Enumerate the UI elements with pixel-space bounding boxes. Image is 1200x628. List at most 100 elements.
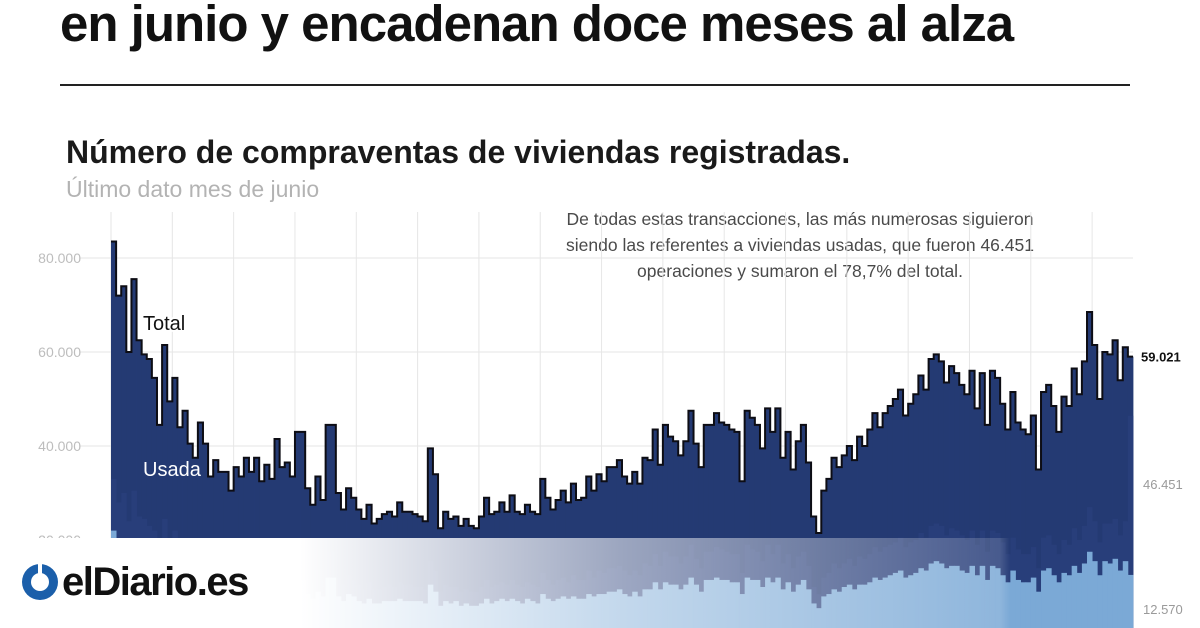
total-bar [877, 427, 884, 628]
total-bar [974, 408, 981, 628]
total-bar [177, 427, 183, 628]
total-bar [274, 438, 281, 628]
total-bar [729, 429, 735, 628]
total-bar [954, 373, 960, 628]
total-bar [913, 394, 919, 628]
total-bar [862, 446, 868, 628]
total-outline [111, 240, 1133, 534]
total-bar [887, 406, 894, 628]
y-tick-label: 60.000 [38, 344, 81, 360]
total-bar [1000, 403, 1006, 628]
total-bar [1076, 394, 1083, 628]
total-bar [1102, 352, 1108, 628]
total-bar [182, 410, 189, 628]
total-bar [187, 443, 194, 628]
total-bar [923, 389, 929, 628]
total-bar [846, 446, 853, 628]
chart-title: Número de compraventas de viviendas regi… [66, 134, 851, 170]
end-value-usada: 46.451 [1143, 477, 1183, 492]
series-label-usada: Usada [143, 459, 202, 481]
total-bar [688, 410, 694, 628]
usada-bar [1127, 415, 1134, 628]
total-bar [765, 408, 771, 628]
total-bar [146, 359, 153, 628]
total-bar [959, 384, 965, 628]
total-bar [156, 424, 163, 628]
total-bar [131, 279, 137, 628]
total-bar [724, 424, 730, 628]
total-bar [708, 424, 715, 628]
total-bar [162, 344, 168, 628]
total-bar [918, 375, 924, 628]
total-bar [903, 415, 909, 628]
total-bar [111, 241, 117, 628]
total-bar [1061, 396, 1067, 628]
total-bar [1046, 384, 1052, 628]
total-bar [141, 354, 148, 628]
total-bar [995, 377, 1001, 628]
total-bar [713, 413, 720, 628]
total-bar [989, 370, 996, 628]
total-bar [1051, 406, 1057, 628]
total-bar [667, 436, 674, 628]
series-label-total: Total [143, 313, 185, 335]
total-bar [167, 401, 173, 628]
total-bar [933, 354, 940, 628]
total-bar [908, 403, 914, 628]
total-bar [1066, 406, 1073, 628]
total-bar [693, 443, 700, 628]
eldiario-logo-icon [22, 564, 58, 600]
total-bar [969, 370, 975, 628]
total-bar [979, 373, 986, 628]
total-bar [1122, 347, 1129, 628]
y-tick-label: 80.000 [38, 250, 81, 266]
total-bar [1071, 368, 1078, 628]
total-bar [897, 389, 904, 628]
total-bar [1020, 429, 1027, 628]
total-bar [770, 431, 776, 628]
total-bar [121, 286, 127, 628]
total-bar [1097, 399, 1103, 628]
total-bar [197, 422, 204, 628]
total-bar [136, 340, 143, 628]
total-bar [984, 424, 991, 628]
total-bar [800, 424, 807, 628]
total-bar [1015, 422, 1021, 628]
y-tick-label: 40.000 [38, 438, 81, 454]
total-bar [1081, 361, 1088, 628]
total-bar [1112, 340, 1119, 628]
total-bar [949, 366, 955, 628]
total-bar [325, 424, 332, 628]
headline-rule [60, 84, 1130, 86]
total-bar [202, 443, 209, 628]
total-bar [1025, 434, 1032, 628]
brand-overlay [0, 538, 1200, 628]
total-bar [928, 359, 935, 628]
total-bar [151, 377, 158, 628]
total-bar [300, 431, 306, 628]
total-bar [172, 377, 178, 628]
total-bar [1041, 391, 1047, 628]
total-bar [749, 417, 756, 628]
total-bar [1087, 312, 1093, 628]
total-bar [126, 352, 132, 628]
total-bar [785, 431, 792, 628]
chart-subtitle: Último dato mes de junio [66, 176, 320, 202]
end-value-total: 59.021 [1141, 350, 1181, 365]
total-bar [1056, 431, 1062, 628]
total-bar [673, 441, 679, 628]
total-bar [683, 441, 689, 628]
total-bar [116, 295, 122, 628]
total-bar [330, 424, 337, 628]
brand-logo[interactable]: elDiario.es [22, 560, 249, 604]
total-bar [662, 424, 669, 628]
total-bar [867, 429, 873, 628]
total-bar [754, 424, 761, 628]
total-bar [744, 410, 751, 628]
total-bar [294, 431, 301, 628]
total-bar [795, 441, 802, 628]
total-bar [938, 361, 945, 628]
total-bar [882, 413, 889, 628]
total-bar [775, 408, 781, 628]
